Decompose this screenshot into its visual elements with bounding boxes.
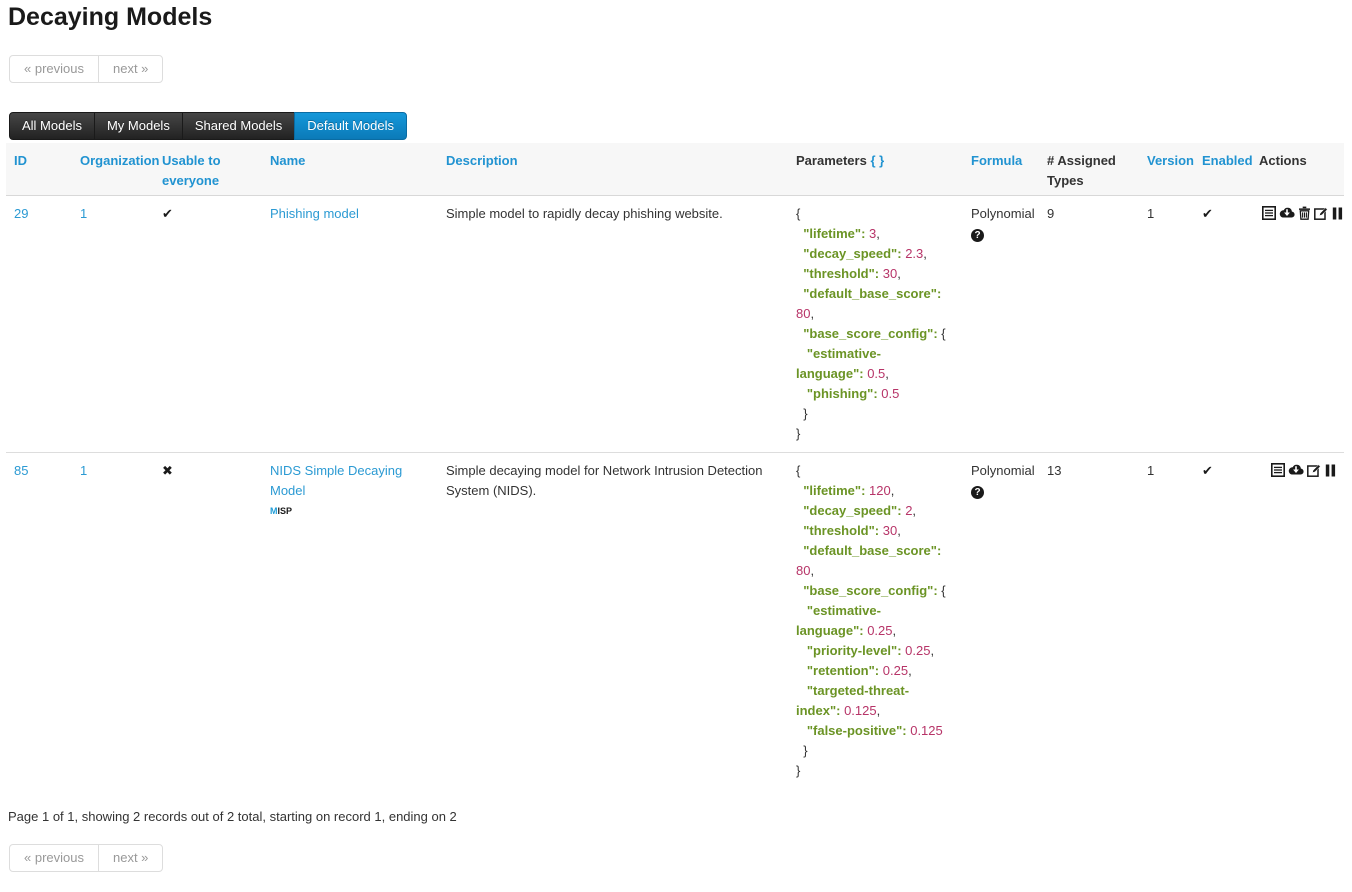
model-id-cell: 29 — [6, 196, 72, 453]
model-row-29: 29 1 ✔ Phishing model Simple model to rapidl… — [6, 196, 1344, 453]
pause-icon[interactable] — [1325, 463, 1336, 483]
col-header-label[interactable]: Description — [446, 153, 518, 168]
col-header-label[interactable]: Formula — [971, 153, 1023, 168]
next-button[interactable]: next » — [97, 844, 164, 872]
check-icon: ✔ — [162, 206, 173, 221]
parameters-json: { "lifetime": 3, "decay_speed": 2.3, "th… — [796, 206, 946, 441]
organization-cell: 1 — [72, 452, 154, 789]
parameters-json: { "lifetime": 120, "decay_speed": 2, "th… — [796, 463, 946, 778]
check-icon: ✔ — [1202, 463, 1213, 478]
check-icon: ✔ — [1202, 206, 1213, 221]
actions-cell — [1251, 452, 1344, 789]
enabled-cell: ✔ — [1194, 452, 1251, 789]
parameters-cell: { "lifetime": 120, "decay_speed": 2, "th… — [788, 452, 963, 789]
assigned-types-cell: 13 — [1039, 452, 1139, 789]
table-header-row: ID Organization Usable to everyone Name Desc… — [6, 143, 1344, 196]
col-header-label[interactable]: ID — [14, 153, 27, 168]
formula-cell: Polynomial? — [963, 196, 1039, 453]
col-header-version[interactable]: Version — [1139, 143, 1194, 196]
question-circle-icon[interactable]: ? — [971, 229, 984, 242]
col-header-name[interactable]: Name — [262, 143, 438, 196]
pagination-bottom: « previous next » — [9, 844, 164, 872]
col-header-label: # Assigned Types — [1047, 153, 1116, 188]
organization-cell: 1 — [72, 196, 154, 453]
cloud-download-icon[interactable] — [1279, 206, 1295, 226]
col-header-enabled[interactable]: Enabled — [1194, 143, 1253, 196]
version-cell: 1 — [1139, 452, 1194, 789]
usable-to-everyone-cell: ✔ — [154, 196, 262, 453]
col-header-label[interactable]: Usable to everyone — [162, 153, 221, 188]
col-header-label: Actions — [1259, 153, 1307, 168]
col-header-id[interactable]: ID — [6, 143, 72, 196]
col-header-formula[interactable]: Formula — [963, 143, 1039, 196]
model-id-link[interactable]: 85 — [14, 463, 29, 478]
table-list-icon[interactable] — [1271, 463, 1285, 483]
description-cell: Simple decaying model for Network Intrus… — [438, 452, 788, 789]
model-id-link[interactable]: 29 — [14, 206, 29, 221]
pagination-top: « previous next » — [9, 55, 164, 83]
model-id-cell: 85 — [6, 452, 72, 789]
formula-cell: Polynomial? — [963, 452, 1039, 789]
parameters-cell: { "lifetime": 3, "decay_speed": 2.3, "th… — [788, 196, 963, 453]
model-tabs: All Models My Models Shared Models Default … — [9, 112, 1352, 140]
actions-cell — [1251, 196, 1344, 453]
model-row-85: 85 1 ✖ NIDS Simple Decaying Model MISP Simple… — [6, 452, 1344, 789]
enabled-cell: ✔ — [1194, 196, 1251, 453]
cross-icon: ✖ — [162, 463, 173, 478]
model-name-link[interactable]: Phishing model — [270, 206, 359, 221]
table-list-icon[interactable] — [1262, 206, 1276, 226]
col-header-usable-to-everyone[interactable]: Usable to everyone — [154, 143, 262, 196]
col-header-organization[interactable]: Organization — [72, 143, 159, 196]
edit-icon[interactable] — [1307, 463, 1322, 483]
col-header-label[interactable]: Organization — [80, 153, 160, 168]
edit-icon[interactable] — [1314, 206, 1329, 226]
next-button[interactable]: next » — [97, 55, 164, 83]
name-cell: NIDS Simple Decaying Model MISP — [262, 452, 438, 789]
col-header-description[interactable]: Description — [438, 143, 788, 196]
question-circle-icon[interactable]: ? — [971, 486, 984, 499]
previous-button[interactable]: « previous — [9, 55, 99, 83]
col-header-assigned-types: # Assigned Types — [1039, 143, 1139, 196]
formula-label: Polynomial — [971, 206, 1035, 221]
page-title: Decaying Models — [8, 3, 213, 31]
usable-to-everyone-cell: ✖ — [154, 452, 262, 789]
table-body: 29 1 ✔ Phishing model Simple model to rapidl… — [6, 196, 1344, 789]
cloud-download-icon[interactable] — [1288, 463, 1304, 483]
model-name-link[interactable]: NIDS Simple Decaying Model — [270, 463, 403, 498]
col-header-label[interactable]: Name — [270, 153, 306, 168]
decaying-models-table: ID Organization Usable to everyone Name Desc… — [6, 143, 1344, 789]
col-header-parameters: Parameters { } — [788, 143, 963, 196]
version-cell: 1 — [1147, 206, 1155, 221]
col-header-label[interactable]: Enabled — [1202, 153, 1253, 168]
description-cell: Simple model to rapidly decay phishing w… — [446, 206, 723, 221]
col-header-label[interactable]: Version — [1147, 153, 1194, 168]
tab-default-models[interactable]: Default Models — [294, 112, 407, 140]
parameters-braces-link[interactable]: { } — [870, 153, 885, 168]
name-cell: Phishing model — [262, 196, 438, 453]
tab-shared-models[interactable]: Shared Models — [181, 112, 296, 140]
tab-all-models[interactable]: All Models — [9, 112, 95, 140]
pause-icon[interactable] — [1332, 206, 1343, 226]
assigned-types-cell: 9 — [1047, 206, 1055, 221]
trash-icon[interactable] — [1298, 206, 1311, 226]
col-header-label: Parameters — [796, 153, 867, 168]
record-summary: Page 1 of 1, showing 2 records out of 2 … — [8, 809, 457, 824]
tab-my-models[interactable]: My Models — [93, 112, 183, 140]
misp-logo: MISP — [270, 506, 293, 516]
previous-button[interactable]: « previous — [9, 844, 99, 872]
formula-label: Polynomial — [971, 463, 1035, 478]
organization-link[interactable]: 1 — [80, 463, 88, 478]
organization-link[interactable]: 1 — [80, 206, 88, 221]
col-header-actions: Actions — [1251, 143, 1344, 196]
